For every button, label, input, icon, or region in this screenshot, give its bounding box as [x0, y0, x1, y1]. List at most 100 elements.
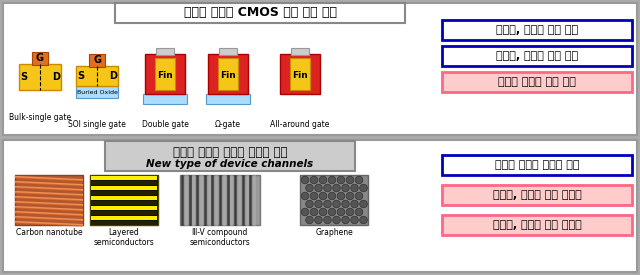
Bar	[219, 48, 237, 55]
Bar	[442, 72, 632, 92]
Text: Ⅲ-V compound
semiconductors: Ⅲ-V compound semiconductors	[189, 228, 250, 248]
Bar	[291, 48, 309, 55]
Text: 신뢰성, 안정성 확보 어려움: 신뢰성, 안정성 확보 어려움	[493, 190, 581, 200]
Bar	[208, 54, 248, 94]
Text: Double gate: Double gate	[141, 120, 188, 129]
Circle shape	[355, 176, 363, 184]
Circle shape	[355, 208, 363, 216]
Bar	[91, 211, 157, 215]
Circle shape	[301, 208, 309, 216]
Text: Fin: Fin	[157, 72, 173, 81]
Circle shape	[324, 216, 332, 224]
Circle shape	[328, 192, 336, 200]
Text: 대면적, 대규모 생산 가능: 대면적, 대규모 생산 가능	[496, 51, 578, 61]
Bar	[91, 201, 157, 205]
Text: 월등히 우수한 전기적 특성: 월등히 우수한 전기적 특성	[495, 160, 579, 170]
Circle shape	[324, 184, 332, 192]
Circle shape	[310, 192, 318, 200]
Circle shape	[342, 216, 349, 224]
Circle shape	[351, 216, 358, 224]
Text: G: G	[93, 55, 101, 65]
Bar	[91, 186, 157, 190]
Circle shape	[337, 192, 345, 200]
Circle shape	[337, 208, 345, 216]
Circle shape	[346, 208, 354, 216]
Circle shape	[315, 184, 323, 192]
Bar	[91, 221, 157, 225]
Text: Fin: Fin	[220, 72, 236, 81]
Text: 실리콘 기반의 CMOS 기술 발전 방향: 실리콘 기반의 CMOS 기술 발전 방향	[184, 7, 337, 20]
Bar	[32, 52, 48, 65]
Circle shape	[315, 216, 323, 224]
Bar	[442, 46, 632, 66]
Text: D: D	[52, 72, 60, 82]
Circle shape	[301, 192, 309, 200]
Circle shape	[306, 200, 314, 208]
Bar	[180, 175, 260, 225]
Circle shape	[342, 184, 349, 192]
Bar	[156, 48, 174, 55]
Circle shape	[351, 184, 358, 192]
Bar	[91, 216, 157, 220]
Text: Bulk-single gate: Bulk-single gate	[9, 113, 71, 122]
Text: 대면적, 대규모 생산 어려움: 대면적, 대규모 생산 어려움	[493, 220, 581, 230]
Circle shape	[301, 176, 309, 184]
Bar	[91, 206, 157, 210]
Circle shape	[306, 184, 314, 192]
Bar	[15, 175, 83, 225]
Circle shape	[333, 184, 340, 192]
Bar	[206, 94, 250, 104]
Bar	[442, 155, 632, 175]
Text: New type of device channels: New type of device channels	[147, 159, 314, 169]
Bar	[290, 58, 310, 90]
Circle shape	[328, 208, 336, 216]
Bar	[90, 175, 158, 225]
Circle shape	[306, 216, 314, 224]
Circle shape	[310, 176, 318, 184]
Circle shape	[328, 176, 336, 184]
Text: S: S	[77, 71, 84, 81]
Circle shape	[319, 192, 327, 200]
Circle shape	[324, 200, 332, 208]
Circle shape	[351, 200, 358, 208]
Text: Graphene: Graphene	[315, 228, 353, 237]
Text: Ω-gate: Ω-gate	[215, 120, 241, 129]
Text: S: S	[20, 72, 28, 82]
Bar	[145, 54, 185, 94]
Circle shape	[310, 208, 318, 216]
Circle shape	[315, 200, 323, 208]
Text: SOI single gate: SOI single gate	[68, 120, 126, 129]
Circle shape	[360, 200, 367, 208]
Text: All-around gate: All-around gate	[270, 120, 330, 129]
Bar	[91, 191, 157, 195]
Bar	[155, 58, 175, 90]
Bar	[105, 141, 355, 171]
Circle shape	[319, 176, 327, 184]
Bar	[300, 175, 368, 225]
Circle shape	[337, 176, 345, 184]
Text: Buried Oxide: Buried Oxide	[77, 89, 117, 95]
Circle shape	[319, 208, 327, 216]
Bar	[76, 66, 118, 86]
Text: G: G	[36, 53, 44, 63]
Bar	[3, 3, 637, 135]
Circle shape	[342, 200, 349, 208]
Circle shape	[355, 192, 363, 200]
Circle shape	[346, 192, 354, 200]
Bar	[91, 196, 157, 200]
Bar	[218, 58, 238, 90]
Circle shape	[333, 200, 340, 208]
Circle shape	[346, 176, 354, 184]
Circle shape	[360, 216, 367, 224]
Text: 신뢰성, 안정성 동작 구현: 신뢰성, 안정성 동작 구현	[496, 25, 578, 35]
Bar	[280, 54, 320, 94]
Bar	[89, 54, 105, 67]
Text: D: D	[109, 71, 117, 81]
Text: Fin: Fin	[292, 72, 308, 81]
Bar	[91, 181, 157, 185]
Bar	[442, 185, 632, 205]
Bar	[76, 86, 118, 98]
Bar	[19, 64, 61, 90]
Text: 신물질 기반의 차세대 반도체 소자: 신물질 기반의 차세대 반도체 소자	[173, 145, 287, 158]
Text: 소자의 물리적 한계 도달: 소자의 물리적 한계 도달	[498, 77, 576, 87]
